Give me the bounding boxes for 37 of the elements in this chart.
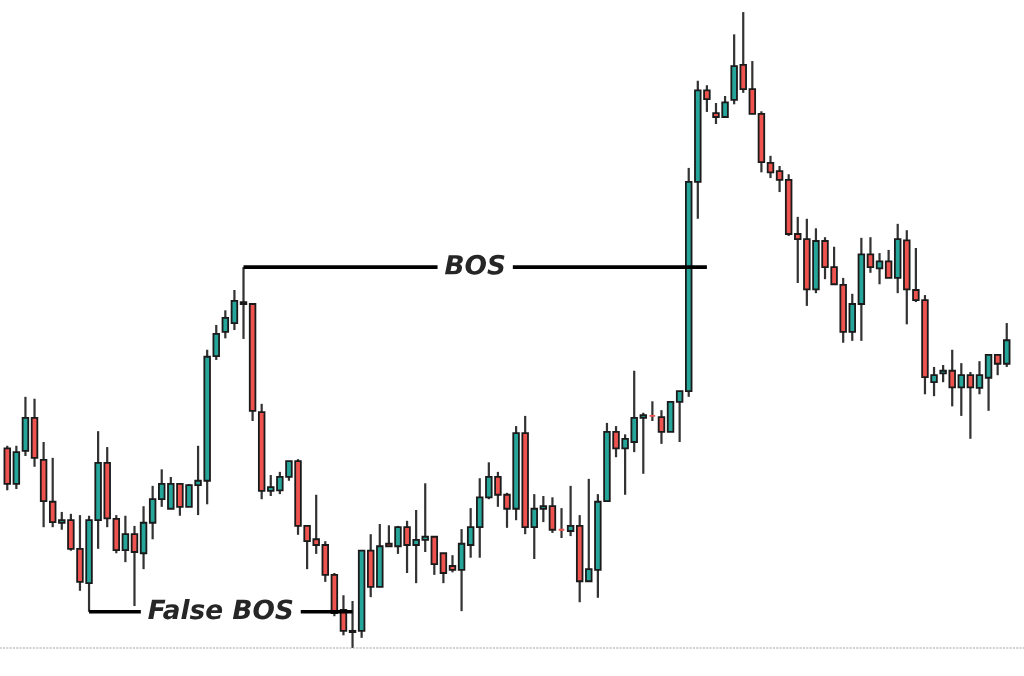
candlestick [439,552,448,585]
ref-line-label: False BOS [148,599,293,620]
candlestick [158,468,166,508]
candlestick [875,251,884,286]
candlestick [267,473,275,498]
candlestick [221,309,230,340]
candlestick [1003,321,1011,369]
candlestick [548,496,557,535]
candlestick [675,389,684,444]
candlestick [975,360,984,396]
candlestick [121,514,130,564]
candlestick [794,215,802,285]
candlestick [148,484,157,541]
candlestick [239,265,248,341]
candlestick [775,164,784,194]
candlestick [421,482,429,554]
candlestick [966,370,975,440]
candlestick [639,411,648,475]
candlestick [993,353,1002,377]
candlestick [957,362,966,418]
candlestick [585,477,593,583]
candlestick [348,599,357,650]
candlestick [212,323,220,362]
candlestick [130,524,139,608]
candlestick [230,288,239,332]
ref-line-label: BOS [444,254,505,275]
candlestick [948,348,956,408]
candlestick [984,353,993,412]
candlestick [884,248,893,280]
candlestick [530,493,538,561]
candlestick [466,507,475,559]
candlestick [539,494,548,524]
candlestick [766,154,775,180]
candlestick [866,236,875,274]
candlestick [48,456,57,529]
candlestick [566,484,575,538]
candlestick [657,409,666,445]
